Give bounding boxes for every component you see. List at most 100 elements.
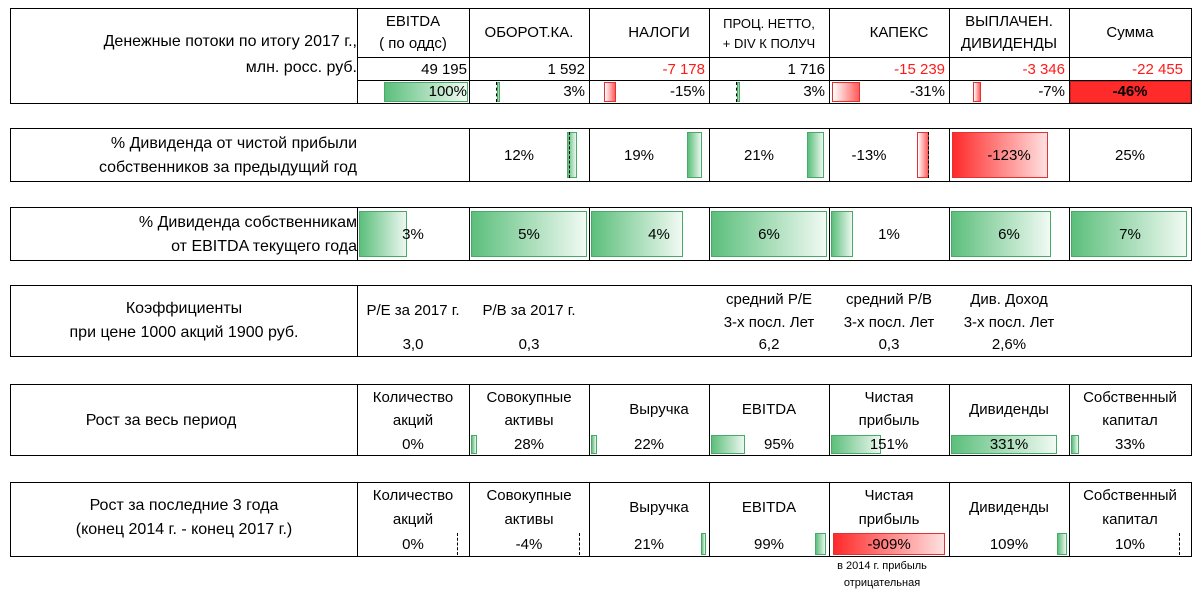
header-ebitda: EBITDA (385, 13, 441, 30)
header-taxes: НАЛОГИ (628, 24, 690, 41)
net-profit-footnote-line1: в 2014 г. прибыль (837, 560, 927, 572)
div-ebitda-label-line1: % Дивиденда собственникам (138, 214, 357, 231)
div-ebitda-label-line2: от EBITDA текущего года (171, 238, 357, 255)
growth-3y-header-2: Совокупные (486, 487, 572, 504)
bar-div-ebitda-2 (471, 211, 587, 257)
div-ebitda-7: 7% (1119, 226, 1141, 243)
growth-all-header-7b: капитал (1102, 412, 1158, 429)
growth-all-value-7: 33% (1114, 436, 1146, 453)
growth-all-header-6: Дивиденды (969, 401, 1049, 418)
header-dividends-paid-sub: ДИВИДЕНДЫ (960, 35, 1058, 52)
bar-growth-3y-5 (833, 533, 945, 555)
bar-growth-all-4 (711, 435, 745, 454)
ratio-avg-pb-value: 0,3 (878, 336, 900, 353)
growth-3y-header-6: Дивиденды (969, 499, 1049, 516)
ratios-label-line2: при цене 1000 акций 1900 руб. (69, 324, 299, 341)
div-profit-3: 21% (743, 147, 775, 164)
header-working-capital: ОБОРОТ.КА. (484, 24, 574, 41)
growth-3y-header-1b: акций (392, 511, 434, 528)
bar-div-ebitda-3 (591, 211, 683, 257)
ratio-avg-pe-header-sub: 3-х посл. Лет (723, 314, 815, 331)
bar-dividends-paid (973, 82, 981, 102)
growth-all-header-1b: акций (392, 412, 434, 429)
percent-dividends-paid: -7% (1038, 83, 1065, 100)
ratio-avg-pe-header: средний P/E (726, 291, 812, 308)
bar-div-ebitda-7 (1071, 211, 1187, 257)
ratio-pe-header: P/E за 2017 г. (366, 302, 460, 319)
bar-ebitda (384, 82, 468, 102)
growth-all-value-4: 95% (763, 436, 795, 453)
growth-3y-label-line2: (конец 2014 г. - конец 2017 г.) (75, 521, 293, 538)
header-dividends-paid: ВЫПЛАЧЕН. (965, 13, 1053, 30)
header-capex: КАПЕКС (869, 24, 929, 41)
ratios-label-line1: Коэффициенты (125, 300, 243, 317)
bar-growth-all-5 (831, 435, 881, 454)
growth-3y-table: Рост за последние 3 года (конец 2014 г. … (10, 482, 1192, 557)
bar-working-capital (497, 82, 500, 102)
bar-div-profit-1 (567, 132, 577, 178)
growth-3y-label-line1: Рост за последние 3 года (89, 497, 279, 514)
div-profit-5: -123% (987, 147, 1031, 164)
cashflow-label-line2: млн. росс. руб. (245, 59, 357, 76)
div-profit-label-line2: собственников за предыдущий год (98, 159, 357, 176)
growth-3y-value-7: 10% (1114, 536, 1146, 553)
div-ebitda-table: % Дивиденда собственникам от EBITDA теку… (10, 207, 1192, 261)
value-sum: -22 455 (1132, 61, 1183, 78)
bar-growth-3y-4 (815, 533, 826, 555)
bar-growth-3y-6 (1057, 533, 1067, 555)
percent-ebitda: 100% (428, 83, 467, 100)
percent-sum: -46% (1112, 83, 1148, 100)
growth-all-value-6: 331% (989, 436, 1029, 453)
growth-3y-value-4: 99% (753, 536, 785, 553)
ratio-div-yield-header-sub: 3-х посл. Лет (963, 314, 1055, 331)
div-profit-4: -13% (851, 147, 887, 164)
growth-all-header-4: EBITDA (741, 401, 797, 418)
growth-all-table: Рост за весь период Количество акций 0% … (10, 384, 1192, 456)
value-working-capital: 1 592 (547, 61, 585, 78)
growth-3y-header-4: EBITDA (741, 499, 797, 516)
percent-capex: -31% (909, 83, 945, 100)
bar-growth-all-6 (951, 435, 1057, 454)
growth-3y-header-5: Чистая (864, 487, 914, 504)
ratio-avg-pb-header-sub: 3-х посл. Лет (843, 314, 935, 331)
growth-3y-value-6: 109% (989, 536, 1029, 553)
header-sum: Сумма (1106, 24, 1154, 41)
bar-growth-all-3 (591, 435, 597, 454)
bar-taxes (604, 82, 616, 102)
cashflow-table: Денежные потоки по итогу 2017 г., млн. р… (10, 8, 1192, 104)
ratio-pb-value: 0,3 (518, 336, 540, 353)
growth-all-header-3: Выручка (629, 401, 689, 418)
bar-div-profit-3 (807, 132, 824, 178)
div-profit-6: 25% (1114, 147, 1146, 164)
bar-growth-all-7 (1071, 435, 1079, 454)
header-interest-sub: + DIV К ПОЛУЧ (722, 36, 816, 51)
value-capex: -15 239 (894, 61, 945, 78)
growth-3y-value-5: -909% (867, 536, 911, 553)
growth-all-value-3: 22% (633, 436, 665, 453)
bar-div-ebitda-5 (831, 211, 853, 257)
value-dividends-paid: -3 346 (1022, 61, 1065, 78)
div-ebitda-2: 5% (518, 226, 540, 243)
net-profit-footnote-line2: отрицательная (843, 577, 921, 589)
ratio-pb-header: P/B за 2017 г. (482, 302, 576, 319)
value-interest: 1 716 (787, 61, 825, 78)
growth-3y-header-7: Собственный (1083, 487, 1177, 504)
bar-div-ebitda-6 (951, 211, 1051, 257)
percent-taxes: -15% (669, 83, 705, 100)
bar-capex (832, 82, 860, 102)
growth-all-header-7: Собственный (1083, 389, 1177, 406)
growth-3y-value-3: 21% (633, 536, 665, 553)
growth-all-value-1: 0% (402, 436, 424, 453)
growth-3y-header-2b: активы (504, 511, 554, 528)
growth-all-header-2: Совокупные (486, 389, 572, 406)
div-profit-label-line1: % Дивиденда от чистой прибыли (110, 135, 357, 152)
bar-div-profit-5 (952, 132, 1048, 178)
header-interest: ПРОЦ. НЕТТО, (723, 16, 815, 31)
div-ebitda-5: 1% (878, 226, 900, 243)
bar-sum (1070, 81, 1191, 103)
bar-growth-all-2 (471, 435, 477, 454)
ratio-div-yield-header: Див. Доход (970, 291, 1048, 308)
growth-all-header-1: Количество (372, 389, 454, 406)
header-ebitda-sub: ( по оддс) (379, 35, 447, 52)
growth-all-value-5: 151% (869, 436, 909, 453)
